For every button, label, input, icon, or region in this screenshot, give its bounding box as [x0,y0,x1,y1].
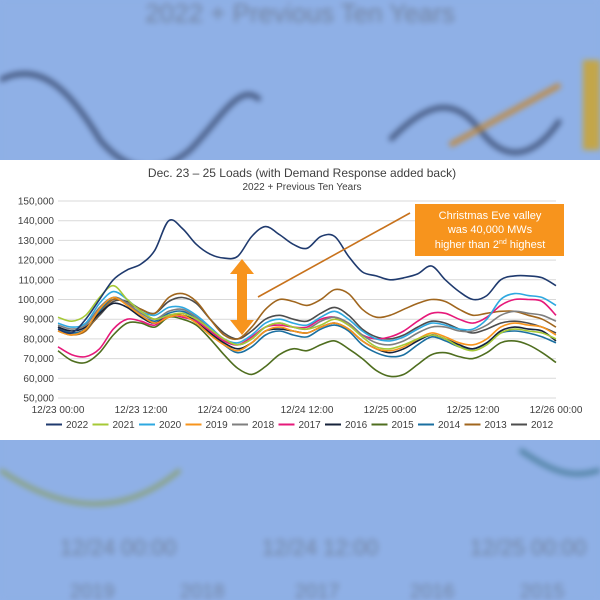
legend-label-2021: 2021 [113,420,136,431]
annotation-line-3: higher than 2nd highest [435,239,546,251]
y-tick-label: 130,000 [18,236,55,247]
background-title: 2022 + Previous Ten Years [145,0,455,28]
y-tick-label: 140,000 [18,216,55,227]
series-line-2022 [57,219,557,335]
load-chart: Dec. 23 – 25 Loads (with Demand Response… [18,166,583,431]
y-axis-ticks: 150,000 140,000 130,000 120,000 110,000 100,0… [18,197,55,405]
y-tick-label: 120,000 [18,256,55,267]
x-axis-ticks: 12/23 00:00 12/23 12:00 12/24 00:00 12/24 1… [32,405,583,416]
background-tick-1: 12/24 00:00 [60,535,176,560]
annotation-line-3-pre: higher than 2 [435,239,499,251]
x-tick-label: 12/23 00:00 [32,405,85,416]
background-legend-1: 2019 [70,581,115,600]
x-tick-label: 12/23 12:00 [115,405,168,416]
annotation-leader-line [257,212,411,298]
annotation-line-1: Christmas Eve valley [439,210,542,222]
annotation-line-3-post: highest [507,239,546,251]
x-tick-label: 12/24 12:00 [281,405,334,416]
background-legend-4: 2016 [410,581,455,600]
chart-card: Dec. 23 – 25 Loads (with Demand Response… [0,160,600,440]
legend-label-2018: 2018 [252,420,275,431]
y-tick-label: 80,000 [23,334,54,345]
legend-label-2016: 2016 [345,420,368,431]
chart-legend: 2022 2021 2020 2019 2018 2017 2016 2015 2014 2013… [46,420,554,431]
annotation-line-2: was 40,000 MWs [447,224,533,236]
background-tick-3: 12/25 00:00 [470,535,586,560]
x-tick-label: 12/25 00:00 [364,405,417,416]
x-tick-label: 12/24 00:00 [198,405,251,416]
legend-label-2022: 2022 [66,420,89,431]
legend-label-2012: 2012 [531,420,554,431]
valley-double-arrow [230,259,254,335]
background-leader-line [448,82,562,148]
series-line-2021 [57,284,557,352]
legend-label-2017: 2017 [299,420,322,431]
series-lines [57,219,557,378]
background-lower-line-2 [518,447,600,477]
annotation-box [415,204,564,256]
legend-label-2019: 2019 [206,420,229,431]
chart-subtitle: 2022 + Previous Ten Years [242,182,361,193]
background-legend-5: 2015 [520,581,565,600]
series-line-2017 [57,298,557,358]
background-legend-3: 2017 [295,581,340,600]
legend-label-2015: 2015 [392,420,415,431]
y-tick-label: 100,000 [18,295,55,306]
legend-label-2013: 2013 [485,420,508,431]
series-line-2019 [57,296,557,352]
background-legend-2: 2018 [180,581,225,600]
x-tick-label: 12/26 00:00 [530,405,583,416]
legend-label-2014: 2014 [438,420,461,431]
legend-label-2020: 2020 [159,420,182,431]
chart-title: Dec. 23 – 25 Loads (with Demand Response… [148,166,456,180]
y-tick-label: 110,000 [19,275,55,286]
series-line-2015 [57,315,557,378]
series-line-2013 [57,288,557,341]
background-lower-line [0,468,182,506]
y-tick-label: 50,000 [23,394,54,405]
x-tick-label: 12/25 12:00 [447,405,500,416]
y-tick-label: 70,000 [23,354,54,365]
y-tick-label: 150,000 [18,197,55,208]
annotation-line-3-sup: nd [499,239,507,246]
background-tick-2: 12/24 12:00 [262,535,378,560]
y-tick-label: 60,000 [23,374,54,385]
background-annotation-box [583,60,600,150]
y-tick-label: 90,000 [23,315,54,326]
